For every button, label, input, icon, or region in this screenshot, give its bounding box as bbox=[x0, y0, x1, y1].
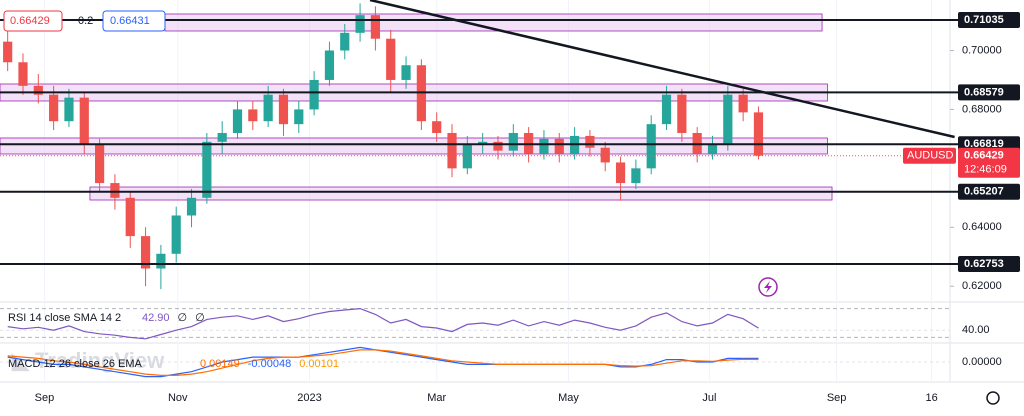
candle-body bbox=[432, 121, 442, 133]
level-label: 0.71035 bbox=[964, 14, 1004, 26]
candle-body bbox=[386, 38, 396, 80]
candle-body bbox=[493, 141, 503, 151]
y-tick-label: 0.68000 bbox=[962, 103, 1002, 115]
indicator-value: -0.00048 bbox=[248, 358, 291, 370]
candle-body bbox=[539, 138, 549, 154]
last-price-label: 0.66429 bbox=[964, 150, 1004, 162]
candle-body bbox=[447, 132, 457, 169]
level-label-box bbox=[958, 255, 1020, 272]
bid-box bbox=[3, 10, 63, 32]
indicator-title: MACD 12 26 close 26 EMA bbox=[8, 358, 143, 370]
x-tick-label: May bbox=[558, 392, 579, 404]
bid: 0.66429 bbox=[10, 15, 50, 27]
indicator-line bbox=[7, 349, 759, 376]
candle-body bbox=[3, 41, 13, 63]
candle-body bbox=[753, 112, 764, 156]
candle-body bbox=[248, 109, 258, 122]
y-tick-label: 0.70000 bbox=[962, 44, 1002, 56]
icon-bolt[interactable] bbox=[764, 281, 772, 293]
icon-gear[interactable] bbox=[986, 391, 1000, 405]
watermark: ◣ TradingView bbox=[11, 348, 165, 373]
indicator-value: ∅ bbox=[195, 312, 205, 324]
lightning-icon[interactable] bbox=[758, 277, 778, 297]
candle-body bbox=[202, 141, 212, 198]
candle-body bbox=[324, 50, 335, 80]
level-label: 0.62753 bbox=[964, 258, 1004, 270]
x-tick-label: Mar bbox=[427, 392, 446, 404]
candle-body bbox=[294, 109, 304, 125]
candle-body bbox=[64, 97, 74, 122]
candle-body bbox=[661, 94, 672, 125]
candle-body bbox=[585, 135, 595, 148]
indicator-value: 0.00101 bbox=[299, 358, 339, 370]
candle-body bbox=[707, 144, 718, 154]
level-label: 0.68579 bbox=[964, 86, 1004, 98]
candle-body bbox=[232, 109, 243, 133]
price-box bbox=[958, 147, 1020, 178]
indicator-value: 42.90 bbox=[142, 312, 170, 324]
candle-body bbox=[554, 138, 564, 154]
y-tick-label: 40.00 bbox=[962, 324, 990, 336]
candle-body bbox=[186, 197, 197, 216]
countdown: 12:46:09 bbox=[964, 164, 1007, 176]
ask: 0.66431 bbox=[110, 15, 150, 27]
candle-body bbox=[18, 62, 28, 86]
x-tick-label: Jul bbox=[702, 392, 716, 404]
level-label-box bbox=[958, 84, 1020, 101]
indicator-value: ∅ bbox=[178, 312, 188, 324]
candle-body bbox=[401, 65, 411, 80]
candle-body bbox=[600, 147, 610, 163]
candle-body bbox=[677, 94, 687, 133]
indicator-title: RSI 14 close SMA 14 2 bbox=[8, 312, 121, 324]
level-label: 0.65207 bbox=[964, 186, 1004, 198]
candle-body bbox=[309, 79, 319, 110]
candle-body bbox=[738, 94, 748, 113]
indicator-line bbox=[7, 307, 759, 340]
candle-body bbox=[355, 15, 365, 33]
candle-body bbox=[95, 144, 105, 184]
candle-body bbox=[156, 253, 166, 269]
indicator-value: 0.00149 bbox=[200, 358, 240, 370]
candle-body bbox=[140, 236, 151, 269]
symbol-box bbox=[903, 147, 956, 164]
candle-body bbox=[508, 132, 518, 151]
icon-circle[interactable] bbox=[758, 277, 778, 297]
zone bbox=[0, 137, 828, 155]
candle-body bbox=[110, 183, 120, 198]
x-tick-label: 2023 bbox=[297, 392, 321, 404]
x-tick-label: Sep bbox=[35, 392, 55, 404]
candle-body bbox=[217, 132, 227, 142]
y-tick-label: 0.64000 bbox=[962, 221, 1002, 233]
candle-body bbox=[615, 162, 626, 184]
settings-icon[interactable] bbox=[986, 391, 1000, 405]
candle-body bbox=[340, 32, 350, 51]
level-label-box bbox=[958, 183, 1020, 200]
zone bbox=[89, 186, 833, 201]
y-tick-label: 0.00000 bbox=[962, 356, 1002, 368]
candle-body bbox=[33, 85, 43, 95]
candle-body bbox=[125, 197, 135, 237]
candle-body bbox=[646, 124, 656, 169]
candle-body bbox=[49, 94, 59, 122]
candle-body bbox=[631, 168, 641, 184]
candle-body bbox=[278, 94, 289, 125]
level-label: 0.66819 bbox=[964, 138, 1004, 150]
ask-box bbox=[102, 10, 166, 32]
candle-body bbox=[263, 94, 273, 122]
candle-body bbox=[171, 215, 181, 254]
spread: 0.2 bbox=[78, 15, 93, 27]
candle-body bbox=[79, 97, 89, 145]
symbol-label: AUDUSD bbox=[907, 150, 954, 162]
y-tick-label: 0.62000 bbox=[962, 280, 1002, 292]
candle-body bbox=[370, 15, 380, 39]
level-label-box bbox=[958, 12, 1020, 29]
x-tick-label: 16 bbox=[925, 392, 937, 404]
x-tick-label: Nov bbox=[168, 392, 188, 404]
trendline bbox=[369, 0, 955, 139]
candle-body bbox=[723, 94, 733, 145]
x-tick-label: Sep bbox=[827, 392, 847, 404]
candle-body bbox=[462, 144, 472, 169]
